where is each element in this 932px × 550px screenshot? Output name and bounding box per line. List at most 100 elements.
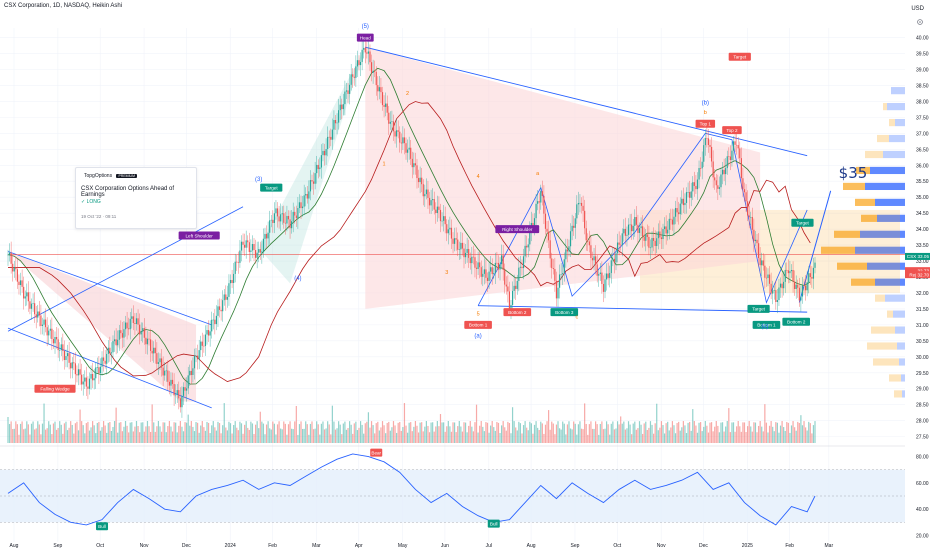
- candle-body: [543, 195, 545, 214]
- candle-body: [676, 208, 678, 213]
- candle-body: [319, 167, 321, 170]
- volume-bar: [181, 426, 183, 443]
- pattern-label-bg: [791, 218, 814, 227]
- candle-body: [463, 248, 465, 258]
- candle-body: [461, 242, 464, 249]
- volume-bar: [555, 424, 558, 443]
- volume-bar: [396, 432, 398, 443]
- volume-bar: [18, 434, 20, 443]
- candle-body: [767, 274, 769, 279]
- volume-bar: [681, 427, 683, 443]
- volume-bar: [167, 426, 169, 443]
- candle-body: [468, 248, 470, 258]
- candle-body: [245, 240, 247, 248]
- price-tag-bg: [905, 252, 930, 260]
- vp-down-bar: [883, 103, 887, 111]
- candle-body: [233, 273, 235, 283]
- volume-bar: [309, 423, 312, 443]
- volume-bar: [349, 421, 351, 443]
- x-tick-label: Mar: [825, 543, 834, 549]
- candle-body: [264, 233, 266, 239]
- idea-card[interactable]: TopgOptions PREMIUM CSX Corporation Opti…: [75, 167, 197, 229]
- candle-body: [747, 201, 749, 216]
- candle-body: [742, 178, 744, 190]
- volume-bar: [392, 421, 395, 443]
- wave-label: 5: [477, 311, 480, 317]
- pattern-label: Top 1: [700, 122, 712, 127]
- volume-bar: [104, 425, 106, 443]
- candle-body: [312, 181, 315, 184]
- volume-bar: [580, 428, 583, 443]
- candle-body: [596, 264, 598, 276]
- candle-body: [341, 104, 343, 110]
- vp-down-bar: [894, 390, 902, 398]
- candle-body: [162, 367, 164, 376]
- candle-body: [502, 255, 504, 270]
- pattern-label-bg: [464, 320, 492, 329]
- candle-body: [731, 150, 733, 161]
- volume-bar: [516, 430, 518, 443]
- candle-body: [377, 85, 379, 92]
- volume-bar: [294, 421, 296, 443]
- volume-bar: [792, 421, 794, 443]
- volume-bar: [81, 421, 83, 443]
- candle-body: [515, 285, 517, 289]
- volume-bar: [175, 422, 177, 443]
- volume-bar: [562, 421, 564, 443]
- volume-bar: [469, 421, 471, 443]
- volume-bar: [687, 422, 689, 443]
- candle-body: [632, 225, 634, 232]
- volume-bar: [731, 422, 733, 443]
- rsi-signal: Bull: [98, 524, 106, 529]
- candle-body: [356, 60, 359, 67]
- volume-bar: [55, 429, 58, 443]
- volume-bar: [414, 421, 417, 443]
- volume-bar: [499, 433, 501, 443]
- candle-body: [736, 144, 738, 146]
- candle-body: [40, 315, 42, 326]
- candle-body: [668, 218, 670, 230]
- wave-label: 1: [383, 161, 386, 167]
- volume-bar: [554, 434, 556, 443]
- candle-body: [201, 341, 203, 346]
- volume-bar: [645, 421, 647, 443]
- vp-down-bar: [867, 342, 897, 350]
- volume-bar: [642, 433, 644, 443]
- candle-body: [369, 51, 371, 63]
- volume-bar: [305, 421, 307, 443]
- wave-label: (3): [255, 177, 262, 183]
- vp-down-bar: [889, 374, 901, 382]
- pattern-label-bg: [495, 225, 540, 234]
- volume-bar: [405, 425, 407, 443]
- candle-body: [794, 281, 796, 289]
- candle-body: [145, 337, 147, 345]
- wave-path: [477, 132, 808, 306]
- candle-body: [287, 215, 290, 220]
- volume-bar: [569, 428, 572, 443]
- volume-bar: [450, 431, 453, 443]
- volume-bar: [148, 426, 150, 443]
- candle-body: [417, 178, 420, 183]
- candle-body: [808, 273, 810, 283]
- volume-bar: [511, 407, 514, 443]
- candle-body: [436, 206, 438, 214]
- chart-title: CSX Corporation, 1D, NASDAQ, Heikin Ashi: [4, 3, 123, 9]
- volume-bar: [526, 427, 528, 443]
- gear-icon[interactable]: [916, 18, 924, 26]
- candle-body: [253, 243, 255, 251]
- candle-body: [609, 273, 611, 278]
- candle-body: [15, 267, 17, 270]
- volume-bar: [457, 426, 459, 443]
- candle-body: [787, 270, 789, 274]
- candle-body: [330, 136, 332, 140]
- volume-bar: [443, 422, 445, 443]
- volume-bar: [394, 425, 396, 443]
- candle-body: [439, 209, 442, 222]
- candle-body: [529, 229, 531, 245]
- candle-body: [618, 242, 620, 245]
- candle-body: [148, 338, 150, 340]
- candle-body: [229, 279, 232, 284]
- vp-up-bar: [875, 198, 905, 206]
- volume-bar: [444, 431, 446, 443]
